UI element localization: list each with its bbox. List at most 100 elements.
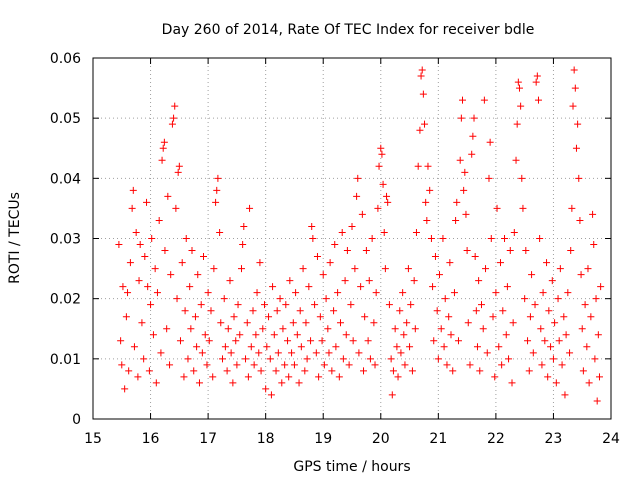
- data-point: [338, 228, 346, 236]
- data-point: [233, 361, 241, 369]
- data-point: [552, 379, 560, 387]
- data-point: [240, 222, 248, 230]
- data-point: [158, 156, 166, 164]
- data-point: [387, 355, 395, 363]
- data-point: [204, 289, 212, 297]
- data-point: [259, 325, 267, 333]
- data-point: [288, 349, 296, 357]
- data-point: [193, 343, 201, 351]
- data-point: [374, 204, 382, 212]
- data-point: [186, 283, 194, 291]
- data-point: [570, 66, 578, 74]
- data-point: [285, 373, 293, 381]
- data-point: [266, 355, 274, 363]
- data-point: [506, 247, 514, 255]
- data-point: [397, 349, 405, 357]
- data-point: [239, 241, 247, 249]
- data-point: [144, 283, 152, 291]
- data-point: [377, 144, 385, 152]
- data-point: [361, 313, 369, 321]
- data-point: [190, 367, 198, 375]
- data-point: [487, 235, 495, 242]
- data-point: [478, 301, 485, 309]
- data-point: [571, 84, 579, 92]
- data-point: [315, 373, 323, 381]
- data-point: [136, 241, 144, 249]
- data-point: [537, 325, 545, 333]
- data-point: [372, 289, 380, 297]
- data-point: [549, 355, 557, 363]
- data-point: [153, 289, 161, 297]
- data-point: [489, 313, 497, 321]
- data-point: [263, 343, 271, 351]
- data-point: [312, 349, 320, 357]
- data-point: [499, 307, 507, 315]
- data-point: [135, 277, 143, 285]
- data-point: [357, 283, 365, 291]
- data-point: [533, 72, 541, 80]
- data-point: [122, 313, 130, 321]
- data-point: [201, 331, 209, 339]
- data-point: [227, 349, 235, 357]
- data-point: [334, 289, 342, 297]
- data-point: [419, 90, 427, 98]
- data-point: [232, 337, 240, 345]
- y-axis-label: ROTI / TECUs: [7, 192, 23, 284]
- data-point: [349, 337, 357, 345]
- data-point: [430, 337, 438, 345]
- data-point: [581, 301, 589, 309]
- data-point: [368, 235, 376, 242]
- data-point: [210, 265, 218, 273]
- data-point: [343, 247, 351, 255]
- data-point: [119, 283, 127, 291]
- data-point: [181, 307, 189, 315]
- data-point: [531, 301, 539, 309]
- data-point: [577, 271, 585, 279]
- data-point: [126, 259, 134, 267]
- data-point: [118, 361, 126, 369]
- data-point: [521, 295, 529, 303]
- data-point: [209, 373, 217, 381]
- data-point: [164, 192, 172, 200]
- data-point: [378, 150, 386, 158]
- data-point: [246, 204, 254, 212]
- y-tick-label: 0.02: [50, 292, 81, 308]
- data-point: [276, 295, 284, 303]
- data-point: [173, 295, 181, 303]
- data-point: [351, 265, 359, 273]
- data-point: [503, 283, 511, 291]
- data-point: [400, 331, 408, 339]
- data-point: [272, 367, 280, 375]
- data-point: [279, 325, 287, 333]
- data-point: [443, 361, 451, 369]
- x-tick-label: 22: [487, 431, 505, 447]
- data-point: [512, 156, 520, 164]
- data-point: [313, 253, 321, 261]
- data-point: [203, 361, 211, 369]
- data-point: [536, 235, 544, 242]
- data-point: [591, 355, 599, 363]
- y-tick-label: 0.04: [50, 171, 81, 187]
- data-point: [403, 319, 411, 327]
- data-point: [289, 319, 297, 327]
- data-point: [427, 235, 435, 242]
- data-point: [554, 295, 562, 303]
- data-point: [324, 325, 332, 333]
- data-point: [468, 150, 476, 158]
- data-point: [460, 186, 468, 194]
- data-point: [214, 174, 222, 182]
- data-point: [191, 313, 199, 321]
- data-point: [230, 313, 238, 321]
- data-point: [308, 222, 316, 230]
- data-point: [224, 325, 232, 333]
- data-point: [538, 361, 546, 369]
- data-point: [148, 235, 156, 242]
- data-point: [269, 283, 277, 291]
- data-point: [296, 307, 304, 315]
- data-point: [145, 367, 153, 375]
- data-point: [394, 373, 402, 381]
- data-point: [508, 379, 516, 387]
- data-point: [297, 343, 305, 351]
- grid-lines: [93, 58, 611, 419]
- data-point: [515, 84, 523, 92]
